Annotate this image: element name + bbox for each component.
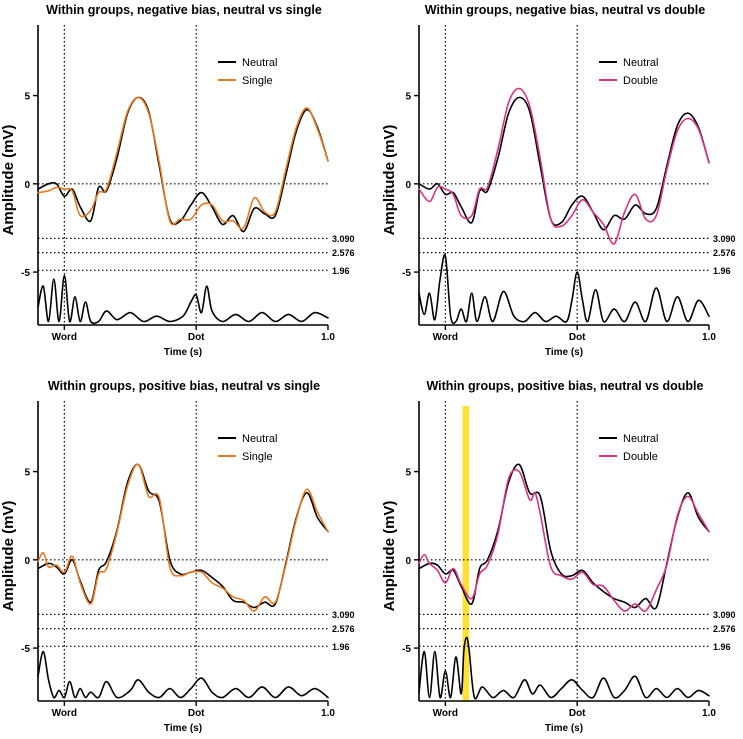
threshold-label: 1.96 (713, 642, 731, 652)
x-axis-label: Time (s) (545, 347, 583, 358)
significance-highlight (462, 406, 470, 701)
legend-label-neutral: Neutral (242, 57, 277, 69)
legend-label-neutral: Neutral (623, 57, 658, 69)
y-tick-label: 5 (24, 92, 30, 103)
x-tick-label: Dot (188, 332, 205, 343)
series-line-stat (418, 254, 710, 325)
legend-label-double: Double (623, 451, 658, 463)
x-axis-label: Time (s) (164, 723, 202, 734)
threshold-label: 2.576 (332, 248, 355, 258)
x-tick-label: Word (433, 332, 458, 343)
x-tick-label: 1.0 (321, 708, 335, 719)
y-tick-label: 0 (405, 180, 411, 191)
series-line-double (418, 87, 710, 245)
series-line-double (418, 468, 710, 613)
y-tick-label: 0 (24, 556, 30, 567)
threshold-label: 2.576 (713, 624, 736, 634)
threshold-label: 1.96 (332, 266, 350, 276)
panel-2: Within groups, negative bias, neutral vs… (381, 3, 736, 358)
panel-1: Within groups, negative bias, neutral vs… (0, 3, 355, 358)
threshold-label: 1.96 (713, 266, 731, 276)
threshold-label: 3.090 (713, 610, 736, 620)
y-axis-label: Amplitude (mV) (381, 125, 398, 236)
legend-label-neutral: Neutral (623, 433, 658, 445)
threshold-label: 2.576 (332, 624, 355, 634)
y-tick-label: 5 (24, 468, 30, 479)
x-tick-label: Dot (569, 708, 586, 719)
series-line-stat (37, 274, 329, 325)
series-line-neutral (37, 96, 329, 233)
y-tick-label: 0 (24, 180, 30, 191)
x-tick-label: 1.0 (321, 332, 335, 343)
chart-title: Within groups, positive bias, neutral vs… (426, 379, 703, 393)
series-line-neutral (418, 463, 710, 610)
panel-4: Within groups, positive bias, neutral vs… (381, 379, 736, 734)
y-tick-label: 5 (405, 92, 411, 103)
x-axis-label: Time (s) (164, 347, 202, 358)
x-tick-label: Word (433, 708, 458, 719)
series-line-neutral (418, 96, 710, 231)
y-axis-label: Amplitude (mV) (0, 501, 17, 612)
legend-label-single: Single (242, 75, 273, 87)
y-tick-label: 5 (405, 468, 411, 479)
y-tick-label: -5 (21, 644, 30, 655)
chart-title: Within groups, negative bias, neutral vs… (425, 3, 706, 17)
x-axis-label: Time (s) (545, 723, 583, 734)
x-tick-label: Word (52, 332, 77, 343)
legend-label-single: Single (242, 451, 273, 463)
x-tick-label: Word (52, 708, 77, 719)
legend-label-double: Double (623, 75, 658, 87)
x-tick-label: 1.0 (702, 708, 716, 719)
y-tick-label: -5 (402, 644, 411, 655)
legend-label-neutral: Neutral (242, 433, 277, 445)
y-tick-label: -5 (21, 268, 30, 279)
threshold-label: 3.090 (332, 610, 355, 620)
series-line-single (37, 463, 329, 612)
x-tick-label: Dot (569, 332, 586, 343)
y-axis-label: Amplitude (mV) (381, 501, 398, 612)
threshold-label: 2.576 (713, 248, 736, 258)
series-line-stat (37, 650, 329, 699)
chart-title: Within groups, positive bias, neutral vs… (48, 379, 320, 393)
panel-3: Within groups, positive bias, neutral vs… (0, 379, 355, 734)
threshold-label: 3.090 (332, 234, 355, 244)
y-axis-label: Amplitude (mV) (0, 125, 17, 236)
x-tick-label: 1.0 (702, 332, 716, 343)
y-tick-label: -5 (402, 268, 411, 279)
chart-title: Within groups, negative bias, neutral vs… (46, 3, 322, 17)
threshold-label: 3.090 (713, 234, 736, 244)
series-line-single (37, 96, 329, 230)
y-tick-label: 0 (405, 556, 411, 567)
threshold-label: 1.96 (332, 642, 350, 652)
series-line-stat (418, 636, 710, 700)
x-tick-label: Dot (188, 708, 205, 719)
